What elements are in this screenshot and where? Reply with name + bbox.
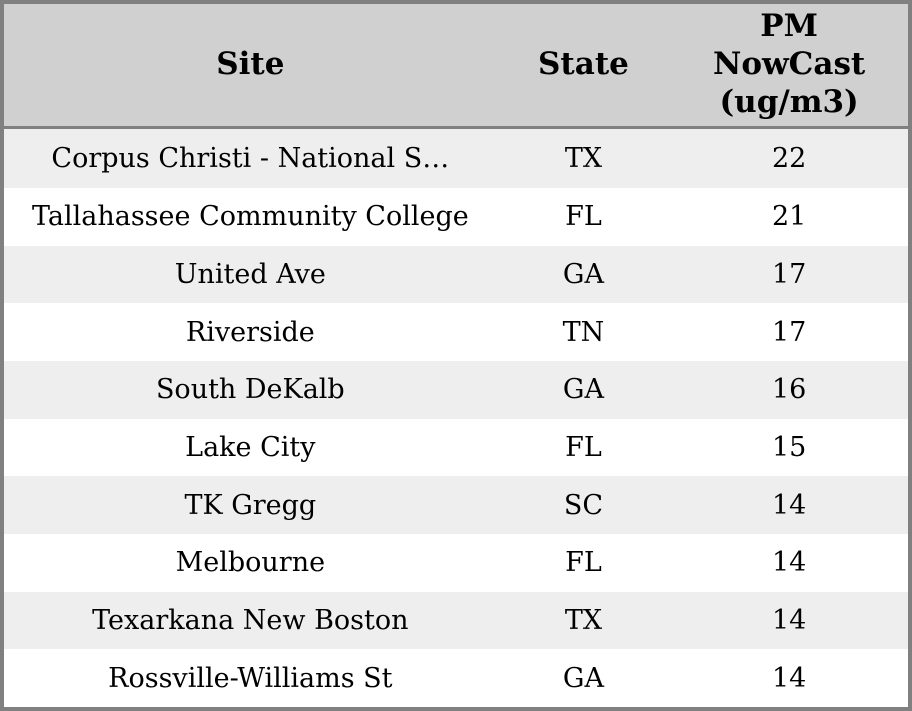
table-row: TK Gregg SC 14 — [4, 476, 908, 534]
table-row: Tallahassee Community College FL 21 — [4, 187, 908, 246]
column-header-state-label: State — [538, 46, 629, 83]
table-row: Corpus Christi - National S… TX 22 — [4, 127, 908, 188]
table-header: Site State PM NowCast (ug/m3) — [4, 4, 908, 129]
cell-pm-nowcast: 21 — [771, 201, 807, 233]
column-header-state: State — [496, 4, 671, 129]
cell-site: Lake City — [185, 431, 316, 463]
table-row: Melbourne FL 14 — [4, 533, 908, 592]
table-row: Texarkana New Boston TX 14 — [4, 591, 908, 650]
cell-site: United Ave — [174, 258, 326, 290]
cell-state: GA — [562, 258, 604, 290]
cell-pm-nowcast: 22 — [771, 142, 807, 174]
cell-state: TN — [562, 316, 605, 348]
table-row: South DeKalb GA 16 — [4, 360, 908, 419]
cell-state: FL — [565, 201, 602, 233]
cell-state: FL — [565, 431, 602, 463]
cell-pm-nowcast: 14 — [771, 489, 807, 521]
table-row: Lake City FL 15 — [4, 418, 908, 477]
cell-state: GA — [562, 662, 604, 694]
cell-pm-nowcast: 14 — [771, 662, 807, 694]
cell-site: Texarkana New Boston — [92, 604, 409, 636]
cell-site: Rossville-Williams St — [108, 662, 393, 694]
cell-state: SC — [563, 489, 604, 521]
column-header-site: Site — [4, 4, 497, 129]
cell-site: Melbourne — [175, 547, 326, 579]
cell-site: TK Gregg — [184, 489, 317, 521]
cell-state: GA — [562, 374, 604, 406]
table-row: United Ave GA 17 — [4, 245, 908, 304]
cell-pm-nowcast: 17 — [771, 258, 807, 290]
table-body: Corpus Christi - National S… TX 22 Talla… — [4, 127, 908, 707]
column-header-site-label: Site — [216, 46, 285, 83]
column-header-pm-nowcast: PM NowCast (ug/m3) — [670, 4, 908, 129]
pm-nowcast-sites-table: Site State PM NowCast (ug/m3) Corpus Chr… — [4, 4, 908, 707]
cell-site: South DeKalb — [155, 374, 345, 406]
cell-pm-nowcast: 14 — [771, 604, 807, 636]
cell-pm-nowcast: 17 — [771, 316, 807, 348]
cell-state: TX — [564, 142, 603, 174]
table-row: Riverside TN 17 — [4, 303, 908, 361]
cell-pm-nowcast: 15 — [771, 431, 807, 463]
cell-pm-nowcast: 16 — [771, 374, 807, 406]
cell-site: Tallahassee Community College — [31, 201, 469, 233]
table-row: Rossville-Williams St GA 14 — [4, 649, 908, 707]
column-header-pm-nowcast-label: PM NowCast (ug/m3) — [712, 8, 866, 120]
header-row: Site State PM NowCast (ug/m3) — [4, 4, 908, 129]
cell-site: Corpus Christi - National S… — [51, 142, 450, 174]
cell-state: FL — [565, 547, 602, 579]
cell-state: TX — [564, 604, 603, 636]
cell-pm-nowcast: 14 — [771, 547, 807, 579]
cell-site: Riverside — [185, 316, 315, 348]
